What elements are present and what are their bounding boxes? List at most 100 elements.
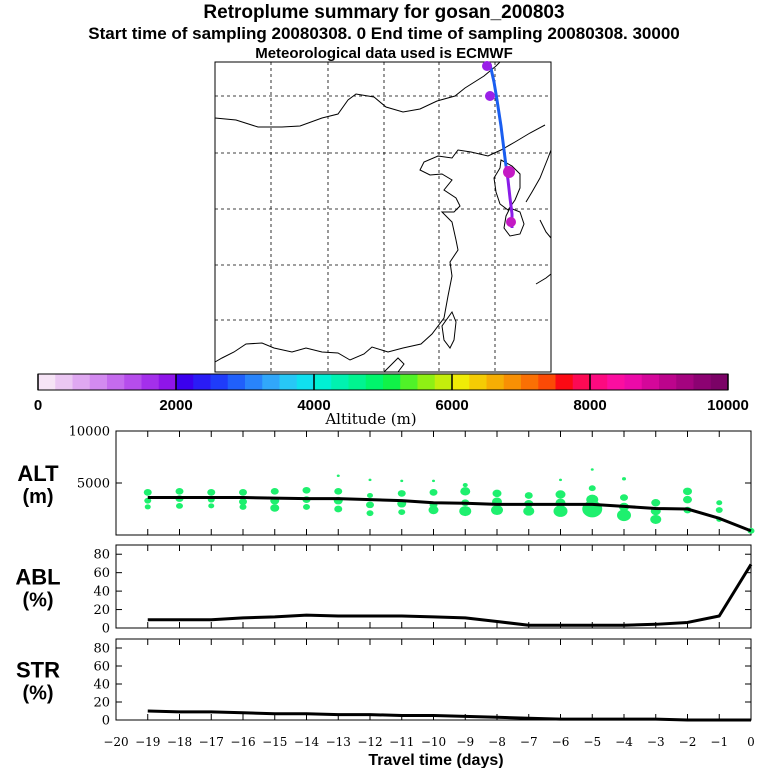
x-tick-label: −18 [167, 735, 192, 749]
cluster-marker [460, 487, 471, 496]
series-line [147, 563, 753, 627]
colorbar-tick-label: 4000 [297, 397, 330, 414]
x-tick-label: −12 [357, 735, 382, 749]
cluster-marker [367, 492, 373, 498]
colorbar-tick-label: 0 [34, 397, 42, 414]
panel-frame [115, 638, 752, 721]
cluster-marker [239, 489, 247, 496]
cluster-marker [622, 477, 626, 481]
y-tick-label: 0 [102, 622, 110, 637]
cluster-marker [398, 509, 406, 516]
panel-label: ABL [15, 565, 60, 590]
cluster-marker [400, 479, 404, 483]
colorbar-swatch [676, 374, 694, 390]
colorbar-swatch [72, 374, 91, 390]
x-tick-label: −7 [520, 735, 538, 749]
colorbar-swatch [521, 374, 539, 390]
panel-unit: (%) [22, 683, 53, 705]
plume-cluster-marker [503, 166, 515, 178]
colorbar-tick-label: 10000 [707, 397, 749, 414]
chart-title: Retroplume summary for gosan_200803 [203, 2, 565, 23]
colorbar-tick-label: 2000 [159, 397, 192, 414]
map-frame [214, 61, 552, 373]
colorbar-tick-label: 8000 [573, 397, 606, 414]
cluster-marker [368, 478, 372, 482]
cluster-marker [553, 505, 568, 517]
colorbar-swatch [107, 374, 125, 390]
cluster-marker [715, 507, 723, 513]
series-line [147, 496, 752, 533]
colorbar-swatch [279, 374, 298, 390]
x-tick-label: −11 [389, 735, 414, 749]
cluster-marker [524, 492, 533, 499]
colorbar-swatch [538, 374, 556, 390]
colorbar-swatch [383, 374, 401, 390]
colorbar-swatch [693, 374, 712, 390]
cluster-marker [617, 509, 631, 522]
x-tick-label: −15 [262, 735, 287, 749]
cluster-marker [239, 504, 247, 510]
cluster-marker [270, 504, 280, 512]
cluster-marker [432, 479, 435, 483]
colorbar-swatch [176, 374, 194, 390]
panel-abl: 0 20 40 60 80 ABL(%) [15, 544, 753, 637]
cluster-marker [588, 485, 596, 492]
cluster-marker [555, 490, 566, 499]
x-tick-label: −6 [552, 735, 570, 749]
cluster-marker [208, 503, 215, 509]
x-tick-label: −10 [421, 735, 446, 749]
colorbar-swatch [641, 374, 660, 390]
x-tick-label: −20 [103, 735, 128, 749]
x-tick-label: −16 [230, 735, 255, 749]
colorbar-swatch [624, 374, 643, 390]
y-tick-label: 40 [93, 585, 110, 600]
colorbar-swatch [262, 374, 280, 390]
colorbar-swatch [55, 374, 73, 390]
panel-alt: 5000 10000 ALT(m) [17, 425, 755, 536]
panel-unit: (m) [22, 486, 53, 508]
colorbar-swatch [710, 374, 729, 390]
colorbar-swatch [348, 374, 367, 390]
cluster-marker [428, 505, 439, 515]
colorbar-swatch [417, 374, 436, 390]
cluster-marker [650, 514, 662, 524]
colorbar-swatch [452, 374, 470, 390]
y-tick-label: 10000 [69, 425, 110, 440]
colorbar-swatch [607, 374, 625, 390]
x-tick-label: −3 [647, 735, 665, 749]
colorbar-swatch [486, 374, 505, 390]
y-tick-label: 20 [93, 603, 110, 618]
cluster-marker [523, 506, 535, 516]
cluster-marker [270, 487, 279, 495]
cluster-marker [302, 486, 311, 494]
cluster-marker [683, 495, 692, 504]
panel-label: ALT [17, 461, 59, 486]
cluster-marker [239, 498, 247, 506]
y-tick-label: 60 [93, 660, 110, 675]
series-line [147, 709, 751, 722]
x-tick-label: −5 [583, 735, 601, 749]
cluster-marker [590, 468, 594, 471]
cluster-marker [683, 487, 692, 496]
panel-str: 0 20 40 60 80 STR(%) [16, 638, 752, 729]
colorbar-swatch [193, 374, 211, 390]
plume-cluster-marker [482, 61, 492, 71]
colorbar-swatch [158, 374, 177, 390]
colorbar-swatch [124, 374, 142, 390]
colorbar-swatch [210, 374, 229, 390]
cluster-marker [144, 504, 151, 510]
colorbar-swatch [38, 374, 56, 390]
colorbar-label: Altitude (m) [324, 410, 416, 428]
cluster-marker [366, 501, 374, 509]
colorbar-swatch [469, 374, 487, 390]
x-tick-label: −19 [135, 735, 160, 749]
cluster-marker [144, 497, 152, 504]
cluster-marker [492, 489, 502, 498]
cluster-marker [334, 505, 343, 513]
cluster-marker [716, 500, 723, 506]
colorbar-swatch [503, 374, 522, 390]
cluster-marker [336, 474, 340, 477]
colorbar-swatch [141, 374, 160, 390]
colorbar-swatch [245, 374, 263, 390]
